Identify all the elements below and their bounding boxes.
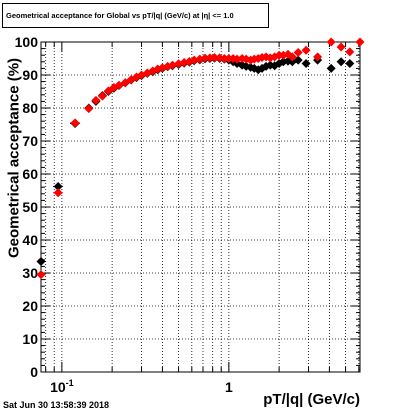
data-point: [301, 45, 311, 55]
data-point: [168, 60, 178, 70]
y-tick-label: 90: [22, 67, 38, 83]
y-tick-label: 60: [22, 166, 38, 182]
y-axis-label: Geometrical acceptance (%): [5, 57, 23, 259]
y-tick-label: 30: [22, 265, 38, 281]
data-point: [326, 63, 336, 73]
x-axis-label: pT/|q| (GeV/c): [263, 391, 360, 408]
data-point: [293, 55, 303, 65]
y-tick-labels: 0 10 20 30 40 50 60 70 80 90 100: [15, 34, 39, 380]
y-tick-label: 100: [15, 34, 39, 50]
data-point: [336, 57, 346, 67]
data-point: [313, 52, 323, 62]
data-point: [36, 256, 46, 266]
data-point: [200, 53, 210, 63]
data-point: [53, 188, 63, 198]
data-point: [287, 52, 297, 62]
data-point: [326, 37, 336, 47]
data-point: [157, 63, 167, 73]
series-1: [36, 37, 365, 280]
data-point: [209, 53, 219, 63]
data-point: [84, 104, 94, 114]
data-point: [355, 37, 365, 47]
data-point: [53, 182, 63, 192]
data-series: [36, 37, 365, 280]
series-0: [36, 53, 355, 266]
chart-title: Geometrical acceptance for Global vs pT/…: [2, 3, 269, 28]
data-point: [70, 118, 80, 128]
axis-ticks: [41, 41, 360, 373]
grid-lines: [41, 41, 360, 373]
x-tick-label: 1: [225, 379, 233, 395]
y-tick-label: 0: [30, 364, 38, 380]
data-point: [36, 270, 46, 280]
y-tick-label: 10: [22, 331, 38, 347]
data-point: [189, 55, 199, 65]
data-point: [91, 95, 101, 105]
x-tick-labels: 10-1 1: [50, 378, 233, 395]
data-point: [120, 78, 130, 88]
data-point: [345, 47, 355, 57]
y-tick-label: 80: [22, 100, 38, 116]
y-tick-label: 40: [22, 232, 38, 248]
data-point: [336, 42, 346, 52]
y-tick-label: 70: [22, 133, 38, 149]
data-point: [97, 91, 107, 101]
data-point: [301, 58, 311, 68]
x-tick-label: 10-1: [50, 378, 74, 395]
data-point: [293, 48, 303, 58]
date-stamp: Sat Jun 30 13:58:39 2018: [3, 400, 110, 410]
data-point: [270, 61, 280, 71]
data-point: [345, 58, 355, 68]
y-tick-label: 20: [22, 298, 38, 314]
y-tick-label: 50: [22, 199, 38, 215]
